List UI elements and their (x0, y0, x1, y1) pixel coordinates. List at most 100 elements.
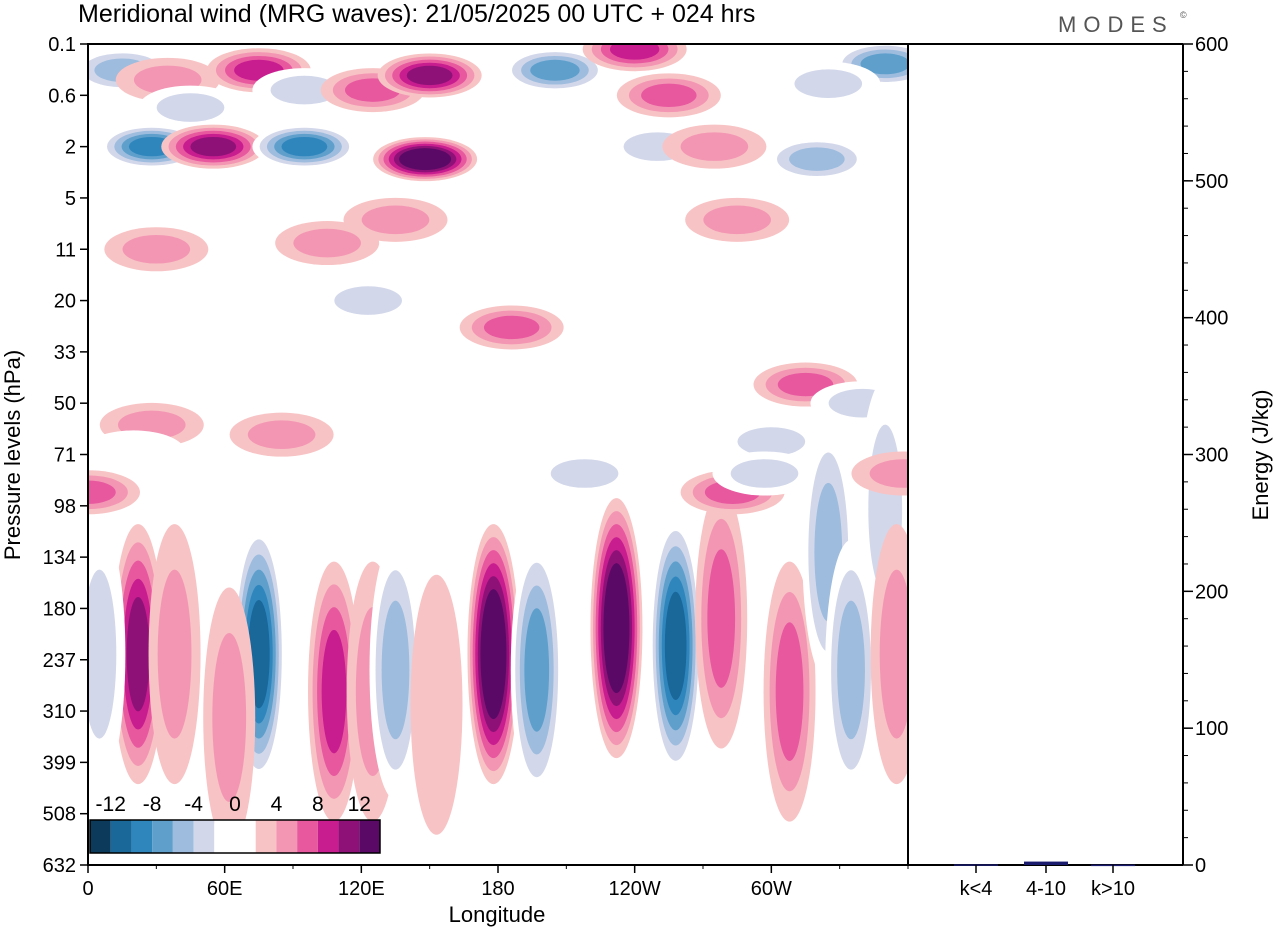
contour-blob-9-level-2 (270, 75, 339, 105)
contour-blob-14-level-2 (293, 228, 361, 258)
y-tick-label-16: 632 (43, 855, 76, 877)
contour-blob-45-level-2 (550, 459, 619, 488)
contour-blob-50-level-2 (730, 459, 799, 488)
contour-blob-25-level-2 (334, 286, 402, 315)
colorbar-swatch-7 (235, 820, 256, 853)
y-tick-label-8: 71 (54, 445, 76, 467)
colorbar-swatch-5 (193, 820, 215, 853)
y-tick-label-4: 11 (55, 239, 76, 261)
y-tick-label-3: 5 (65, 188, 76, 210)
y-tick-label-15: 508 (43, 804, 76, 826)
heatmap-y-axis-label: Pressure levels (hPa) (0, 350, 25, 560)
colorbar-swatch-13 (359, 820, 380, 853)
colorbar-label-3: 0 (229, 793, 241, 816)
colorbar-label-4: 4 (271, 793, 283, 816)
energy-tick-label-3: 300 (1195, 445, 1228, 467)
contour-blob-34-level-5 (126, 596, 150, 712)
energy-tick-label-2: 200 (1195, 581, 1228, 603)
x-tick-label-0: 0 (82, 878, 93, 900)
bar-category-label-2: k>10 (1091, 878, 1135, 900)
contour-blob-15-level-4 (530, 59, 580, 81)
contour-blob-51-level-3 (775, 622, 804, 761)
contour-blob-48-level-3 (707, 549, 736, 688)
energy-tick-label-5: 500 (1195, 171, 1228, 193)
contour-blob-22-level-2 (794, 69, 863, 99)
contour-blob-56-level-2 (869, 459, 908, 488)
heatmap-x-axis-label: Longitude (449, 902, 546, 927)
contour-blob-39-level-4 (321, 629, 347, 754)
y-tick-label-9: 98 (54, 496, 76, 518)
contour-blob-28-level-2 (737, 427, 806, 456)
contour-blob-4-level-5 (190, 136, 237, 157)
y-tick-label-13: 310 (43, 701, 76, 723)
colorbar-swatch-2 (131, 820, 153, 853)
colorbar-swatch-12 (338, 820, 360, 853)
x-tick-label-4: 120W (609, 878, 661, 900)
x-tick-label-3: 180 (481, 878, 514, 900)
contour-blob-20-level-3 (789, 147, 845, 171)
modes-logo: MODES (1058, 12, 1174, 37)
energy-tick-label-4: 400 (1195, 308, 1228, 330)
colorbar: -12 -8 -4 0 4 8 12 (89, 793, 381, 854)
energy-y-axis-label: Energy (J/kg) (1248, 390, 1273, 521)
contour-blob-36-level-2 (157, 569, 192, 739)
colorbar-label-5: 8 (312, 793, 324, 816)
contour-blob-30-level-2 (247, 420, 316, 449)
contour-blob-17-level-3 (641, 83, 697, 108)
x-tick-label-5: 60W (751, 878, 792, 900)
contour-blob-47-level-6 (664, 591, 687, 701)
logo-mark: © (1180, 10, 1187, 20)
contour-blob-44-level-4 (524, 608, 550, 732)
colorbar-swatch-9 (276, 820, 298, 853)
energy-bar-chart: 0 100 200 300 400 500 600 k<4 4-10 k>10 (908, 34, 1228, 900)
contour-blob-13-level-2 (361, 205, 430, 235)
y-tick-label-11: 180 (43, 598, 76, 620)
colorbar-label-2: -4 (184, 793, 203, 816)
contour-blob-46-level-7 (606, 576, 627, 681)
colorbar-label-0: -12 (96, 793, 126, 816)
contour-blob-6-level-2 (122, 234, 191, 264)
bar-category-label-0: k<4 (960, 878, 993, 900)
colorbar-swatch-1 (110, 820, 132, 853)
y-tick-label-6: 33 (54, 342, 76, 364)
y-tick-label-12: 237 (43, 650, 76, 672)
contour-blob-42-level-1 (410, 574, 463, 835)
colorbar-label-6: 12 (348, 793, 371, 816)
contour-blob-26-level-3 (483, 315, 540, 340)
heatmap-plot (88, 44, 908, 865)
contour-blob-24-level-1 (764, 234, 869, 279)
contour-blob-55-level-2 (879, 569, 908, 739)
contour-blob-11-level-5 (406, 65, 453, 86)
x-tick-label-2: 120E (338, 878, 385, 900)
contour-blob-38-level-2 (212, 633, 247, 803)
contour-blob-23-level-2 (703, 205, 771, 235)
colorbar-swatch-6 (214, 820, 235, 853)
x-tick-label-1: 60E (207, 878, 243, 900)
y-tick-label-7: 50 (54, 393, 76, 415)
y-tick-label-10: 134 (43, 547, 76, 569)
y-tick-label-14: 399 (43, 752, 76, 774)
bar-category-label-1: 4-10 (1026, 878, 1066, 900)
heatmap-axes: 0 60E 120E 180 120W 60W 0.1 0.6 2 5 11 20 33 50 71 98 13… (43, 34, 909, 900)
contour-blob-43-level-7 (483, 602, 504, 707)
y-tick-label-0: 0.1 (48, 34, 76, 56)
y-tick-label-1: 0.6 (48, 85, 76, 107)
contour-blob-8-level-5 (281, 136, 328, 157)
energy-tick-label-0: 0 (1195, 855, 1206, 877)
contour-blob-19-level-2 (680, 132, 749, 161)
colorbar-swatch-11 (317, 820, 339, 853)
colorbar-swatch-10 (297, 820, 318, 853)
heatmap-contours (88, 44, 908, 848)
contour-blob-33-level-1 (88, 430, 186, 475)
energy-tick-label-6: 600 (1195, 34, 1228, 56)
colorbar-frame (89, 819, 381, 854)
contour-blob-3-level-2 (156, 93, 225, 122)
contour-blob-16-level-4 (609, 44, 660, 60)
y-tick-label-2: 2 (65, 137, 76, 159)
colorbar-swatch-4 (172, 820, 194, 853)
contour-blob-41-level-3 (381, 600, 410, 740)
energy-bar-1 (1024, 861, 1068, 865)
colorbar-swatch-3 (152, 820, 173, 853)
energy-tick-label-1: 100 (1195, 718, 1228, 740)
